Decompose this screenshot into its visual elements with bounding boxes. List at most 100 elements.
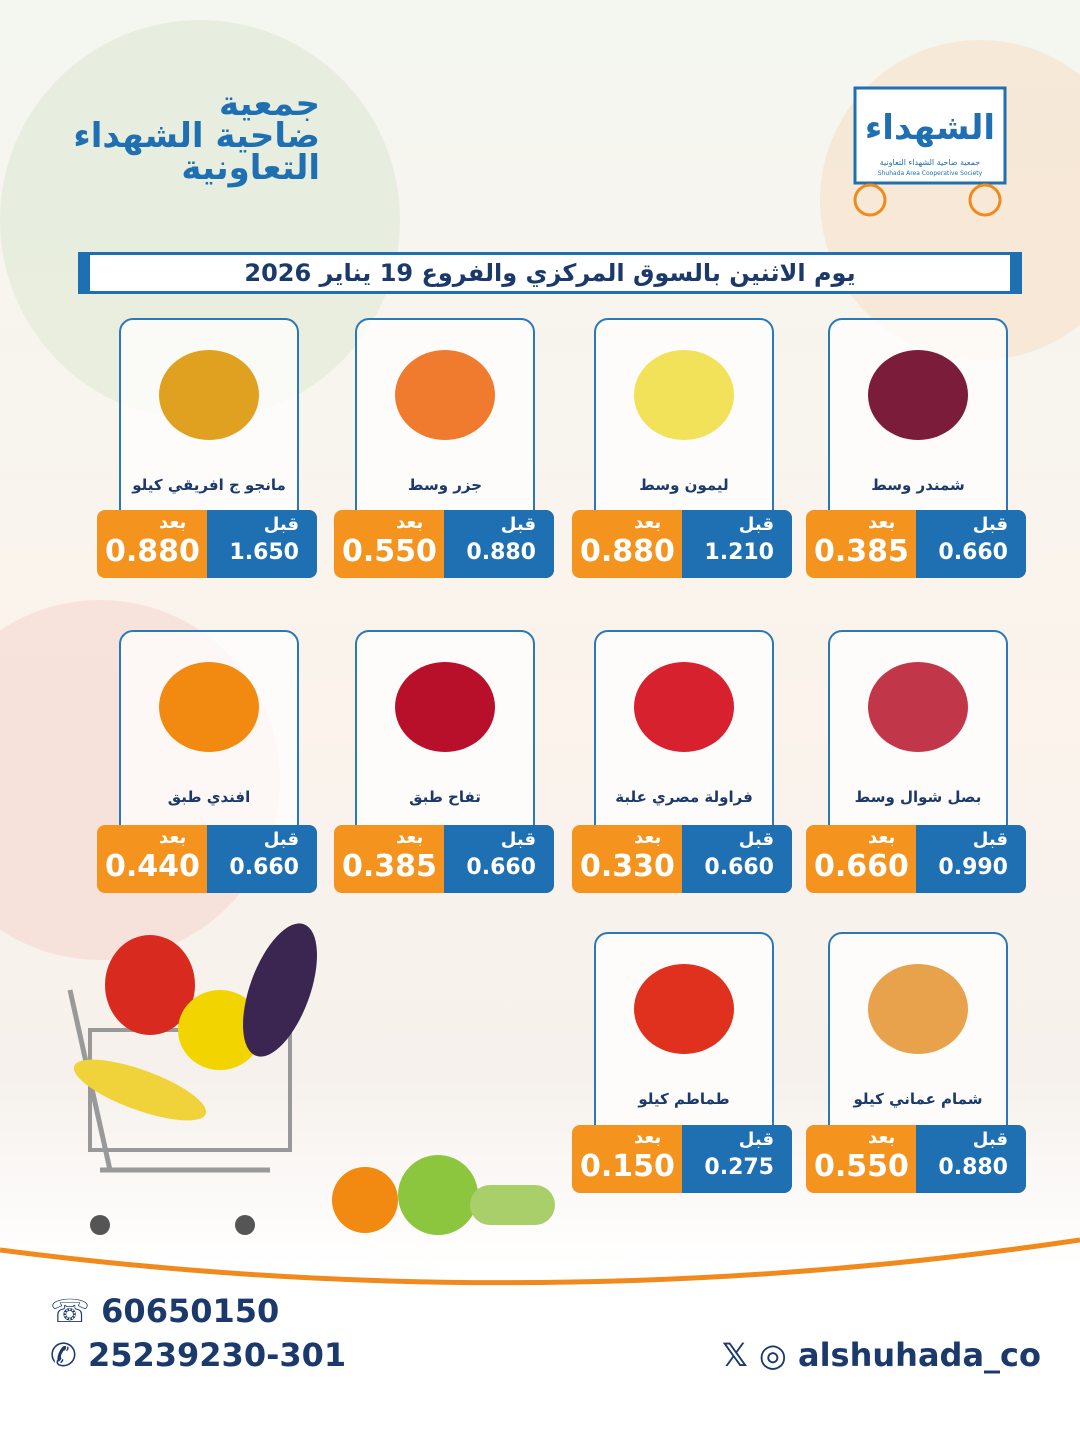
product-name: جزر وسط: [407, 476, 483, 494]
product-name: شمندر وسط: [871, 476, 965, 494]
before-price: 0.880: [466, 540, 536, 565]
product-image: [634, 662, 734, 752]
before-panel: قبل 0.880: [444, 510, 554, 578]
after-price: 0.660: [814, 849, 909, 884]
product-name: طماطم كيلو: [638, 1090, 730, 1108]
before-price: 0.275: [704, 1155, 774, 1180]
after-label: بعد: [634, 512, 662, 533]
before-panel: قبل 1.650: [207, 510, 317, 578]
after-price: 0.880: [105, 534, 200, 569]
social-handle: alshuhada_co: [797, 1336, 1041, 1374]
before-panel: قبل 0.990: [916, 825, 1026, 893]
product-image: [868, 350, 968, 440]
price-box: قبل 0.660 بعد 0.385: [334, 825, 554, 893]
before-label: قبل: [972, 829, 1008, 850]
price-box: قبل 0.660 بعد 0.385: [806, 510, 1026, 578]
before-label: قبل: [263, 829, 299, 850]
banner: يوم الاثنين بالسوق المركزي والفروع 19 ين…: [78, 252, 1022, 294]
product-name: فراولة مصري علبة: [615, 788, 753, 806]
before-price: 1.210: [704, 540, 774, 565]
before-label: قبل: [972, 1129, 1008, 1150]
after-label: بعد: [634, 827, 662, 848]
product-name: افندي طبق: [167, 788, 251, 806]
after-price: 0.550: [342, 534, 437, 569]
product-image: [868, 662, 968, 752]
product-name: مانجو ج افريقي كيلو: [132, 476, 286, 494]
product-card: ليمون وسط: [594, 318, 774, 524]
header-line: جمعية: [219, 84, 320, 124]
after-price: 0.330: [580, 849, 675, 884]
product-name: شمام عماني كيلو: [853, 1090, 983, 1108]
before-label: قبل: [738, 1129, 774, 1150]
whatsapp-number: 60650150: [101, 1292, 280, 1330]
header-line: ضاحية الشهداء: [73, 116, 320, 156]
before-panel: قبل 0.880: [916, 1125, 1026, 1193]
before-label: قبل: [263, 514, 299, 535]
before-label: قبل: [972, 514, 1008, 535]
before-price: 0.990: [938, 855, 1008, 880]
after-label: بعد: [159, 512, 187, 533]
product-name: بصل شوال وسط: [854, 788, 982, 806]
product-card: شمام عماني كيلو: [828, 932, 1008, 1139]
price-box: قبل 1.210 بعد 0.880: [572, 510, 792, 578]
before-label: قبل: [500, 829, 536, 850]
before-panel: قبل 0.275: [682, 1125, 792, 1193]
before-price: 0.660: [229, 855, 299, 880]
product-card: افندي طبق: [119, 630, 299, 839]
before-label: قبل: [738, 829, 774, 850]
product-image: [634, 964, 734, 1054]
header-line: التعاونية: [181, 148, 320, 188]
after-price: 0.550: [814, 1149, 909, 1184]
product-card: فراولة مصري علبة: [594, 630, 774, 839]
product-card: شمندر وسط: [828, 318, 1008, 524]
before-price: 0.660: [704, 855, 774, 880]
logo-main: الشهداء: [864, 108, 996, 148]
product-image: [395, 350, 495, 440]
before-label: قبل: [738, 514, 774, 535]
after-label: بعد: [868, 1127, 896, 1148]
product-card: مانجو ج افريقي كيلو: [119, 318, 299, 524]
after-label: بعد: [396, 827, 424, 848]
price-box: قبل 0.880 بعد 0.550: [334, 510, 554, 578]
product-image: [159, 662, 259, 752]
product-card: تفاح طبق: [355, 630, 535, 839]
product-name: تفاح طبق: [409, 788, 481, 806]
product-name: ليمون وسط: [639, 476, 729, 494]
after-price: 0.880: [580, 534, 675, 569]
before-label: قبل: [500, 514, 536, 535]
product-image: [868, 964, 968, 1054]
social: 𝕏 ◎ alshuhada_co: [722, 1336, 1041, 1374]
product-image: [634, 350, 734, 440]
before-panel: قبل 0.660: [444, 825, 554, 893]
price-box: قبل 0.990 بعد 0.660: [806, 825, 1026, 893]
price-box: قبل 0.275 بعد 0.150: [572, 1125, 792, 1193]
before-panel: قبل 1.210: [682, 510, 792, 578]
after-label: بعد: [396, 512, 424, 533]
logo-arabic: جمعية ضاحية الشهداء التعاونية: [879, 158, 981, 167]
price-box: قبل 1.650 بعد 0.880: [97, 510, 317, 578]
after-price: 0.440: [105, 849, 200, 884]
before-panel: قبل 0.660: [207, 825, 317, 893]
before-price: 0.660: [938, 540, 1008, 565]
before-price: 1.650: [229, 540, 299, 565]
before-panel: قبل 0.660: [682, 825, 792, 893]
product-image: [395, 662, 495, 752]
after-price: 0.385: [342, 849, 437, 884]
price-box: قبل 0.660 بعد 0.440: [97, 825, 317, 893]
header: جمعية ضاحية الشهداء التعاونية: [40, 84, 320, 188]
after-price: 0.385: [814, 534, 909, 569]
before-price: 0.660: [466, 855, 536, 880]
after-label: بعد: [868, 512, 896, 533]
product-image: [159, 350, 259, 440]
price-box: قبل 0.880 بعد 0.550: [806, 1125, 1026, 1193]
logo-english: Shuhada Area Cooperative Society: [877, 170, 983, 177]
after-label: بعد: [868, 827, 896, 848]
product-card: طماطم كيلو: [594, 932, 774, 1139]
before-panel: قبل 0.660: [916, 510, 1026, 578]
product-card: جزر وسط: [355, 318, 535, 524]
product-card: بصل شوال وسط: [828, 630, 1008, 839]
whatsapp: ☏ 60650150: [50, 1292, 280, 1330]
phone-number: 25239230-301: [87, 1336, 347, 1374]
